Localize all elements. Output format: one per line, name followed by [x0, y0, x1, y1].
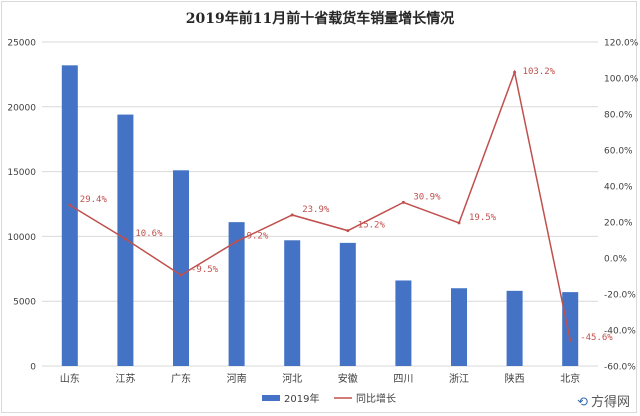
growth-line — [69, 69, 571, 341]
bar — [339, 242, 356, 366]
watermark: ⟲ 方得网 — [577, 391, 630, 410]
watermark-logo-icon: ⟲ — [577, 395, 588, 410]
y-left-tick-label: 15000 — [7, 168, 36, 178]
y-right-tick-label: 60.0% — [604, 147, 633, 157]
chart-title: 2019年前11月前十省载货车销量增长情况 — [185, 11, 455, 27]
growth-data-label: 15.2% — [358, 221, 386, 231]
growth-point — [179, 273, 183, 277]
growth-point — [290, 213, 294, 217]
y-right-tick-label: 0.0% — [604, 255, 627, 265]
legend-bar-label: 2019年 — [284, 392, 319, 405]
y-right-tick-label: 40.0% — [604, 183, 633, 193]
x-category-label: 河北 — [282, 373, 302, 385]
bar — [451, 288, 467, 366]
bar — [506, 290, 523, 366]
x-category-label: 山东 — [60, 372, 80, 385]
bar — [562, 292, 579, 366]
growth-point — [513, 70, 517, 74]
x-category-label: 河南 — [227, 372, 247, 385]
y-left-tick-label: 5000 — [13, 298, 36, 308]
growth-data-label: 19.5% — [469, 213, 497, 223]
x-category-label: 浙江 — [449, 373, 469, 385]
x-category-label: 北京 — [560, 372, 580, 385]
growth-point — [68, 203, 72, 207]
growth-data-label: 23.9% — [302, 205, 330, 215]
y-right-tick-label: 20.0% — [604, 219, 633, 229]
bar — [228, 222, 245, 366]
growth-data-label: 103.2% — [523, 67, 556, 77]
bar — [61, 65, 78, 366]
x-category-label: 广东 — [171, 372, 191, 385]
legend-line-label: 同比增长 — [356, 392, 396, 405]
y-left-tick-label: 25000 — [7, 39, 36, 49]
y-right-tick-label: 120.0% — [604, 39, 639, 49]
bar — [395, 280, 412, 366]
growth-point — [346, 229, 350, 233]
x-category-label: 江苏 — [115, 372, 135, 385]
y-right-tick-label: -20.0% — [604, 291, 636, 301]
growth-data-label: 10.6% — [135, 229, 163, 239]
growth-data-label: 29.4% — [80, 195, 108, 205]
y-left-tick-label: 10000 — [7, 233, 36, 243]
bar — [284, 240, 301, 366]
y-right-tick-label: 80.0% — [604, 111, 633, 121]
y-right-tick-label: -40.0% — [604, 327, 636, 337]
y-right-tick-label: -60.0% — [604, 363, 636, 373]
growth-point — [457, 221, 461, 225]
growth-data-label: 30.9% — [413, 192, 441, 202]
bar — [173, 170, 189, 366]
growth-data-label: -45.6% — [580, 333, 613, 343]
watermark-text: 方得网 — [590, 395, 630, 410]
x-category-label: 安徽 — [338, 372, 358, 385]
y-left-tick-label: 20000 — [7, 103, 36, 113]
growth-data-label: -9.5% — [191, 265, 219, 275]
growth-data-label: 9.2% — [247, 231, 269, 241]
x-category-label: 四川 — [393, 374, 413, 385]
y-right-tick-label: 100.0% — [604, 75, 639, 85]
growth-point — [123, 237, 127, 241]
y-left-tick-label: 0 — [30, 363, 36, 373]
growth-point — [401, 200, 405, 204]
growth-point — [235, 239, 239, 243]
growth-point — [568, 338, 572, 342]
x-category-label: 陕西 — [505, 372, 525, 385]
legend-bar-swatch — [262, 395, 280, 401]
